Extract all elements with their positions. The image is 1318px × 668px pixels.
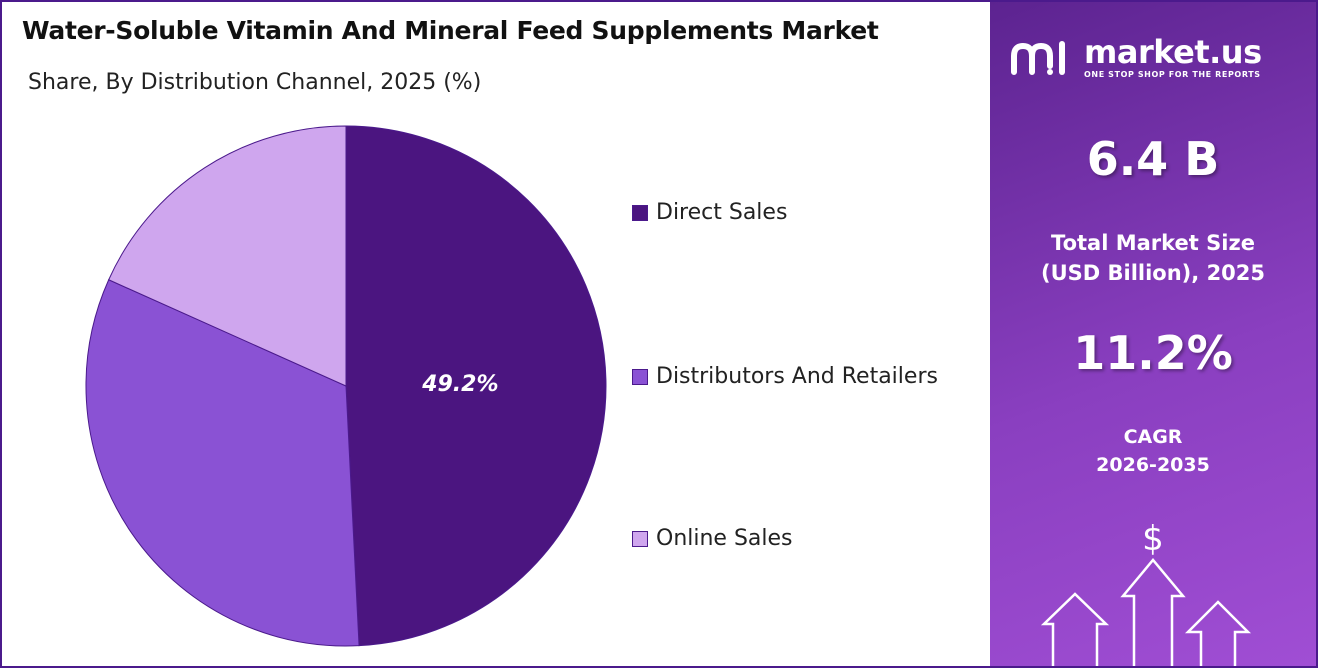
legend-swatch (632, 530, 648, 547)
chart-title: Water-Soluble Vitamin And Mineral Feed S… (22, 16, 879, 45)
chart-panel: Water-Soluble Vitamin And Mineral Feed S… (22, 16, 938, 647)
pie-data-label: 49.2% (421, 372, 498, 397)
market-us-logo-icon (1011, 40, 1065, 75)
legend-swatch (632, 204, 648, 221)
chart-subtitle: Share, By Distribution Channel, 2025 (%) (28, 70, 482, 95)
legend-item-distributors-and-retailers: Distributors And Retailers (632, 364, 938, 389)
pie-slice-direct-sales (345, 125, 607, 647)
legend-label: Distributors And Retailers (656, 364, 938, 389)
summary-panel: market.us ONE STOP SHOP FOR THE REPORTS … (990, 0, 1316, 666)
brand-logo: market.us ONE STOP SHOP FOR THE REPORTS (1010, 36, 1262, 79)
cagr-value: 11.2% (1073, 326, 1233, 380)
brand-name: market.us (1084, 33, 1262, 71)
cagr-label-line-1: CAGR (1123, 426, 1183, 448)
legend-item-direct-sales: Direct Sales (632, 200, 787, 225)
cagr-label-line-2: 2026-2035 (1096, 454, 1210, 476)
market-size-label-line-2: (USD Billion), 2025 (1040, 261, 1266, 285)
pie-chart: 49.2% (85, 125, 607, 647)
growth-arrows-icon: $ (1040, 520, 1252, 666)
pie-slice-distributors-and-retailers (85, 279, 360, 647)
legend-label: Online Sales (656, 526, 793, 551)
legend-item-online-sales: Online Sales (632, 526, 793, 551)
market-size-value: 6.4 B (1086, 132, 1220, 186)
market-size-label-line-1: Total Market Size (1051, 231, 1255, 255)
legend-label: Direct Sales (656, 200, 788, 225)
pie-slice-online-sales (108, 125, 347, 387)
dollar-sign: $ (1142, 520, 1164, 559)
brand-tagline: ONE STOP SHOP FOR THE REPORTS (1084, 70, 1261, 79)
legend-swatch (632, 368, 648, 385)
